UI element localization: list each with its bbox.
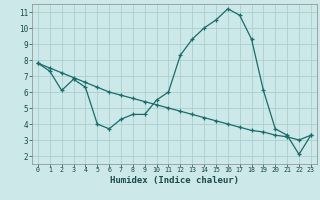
X-axis label: Humidex (Indice chaleur): Humidex (Indice chaleur) [110,176,239,185]
